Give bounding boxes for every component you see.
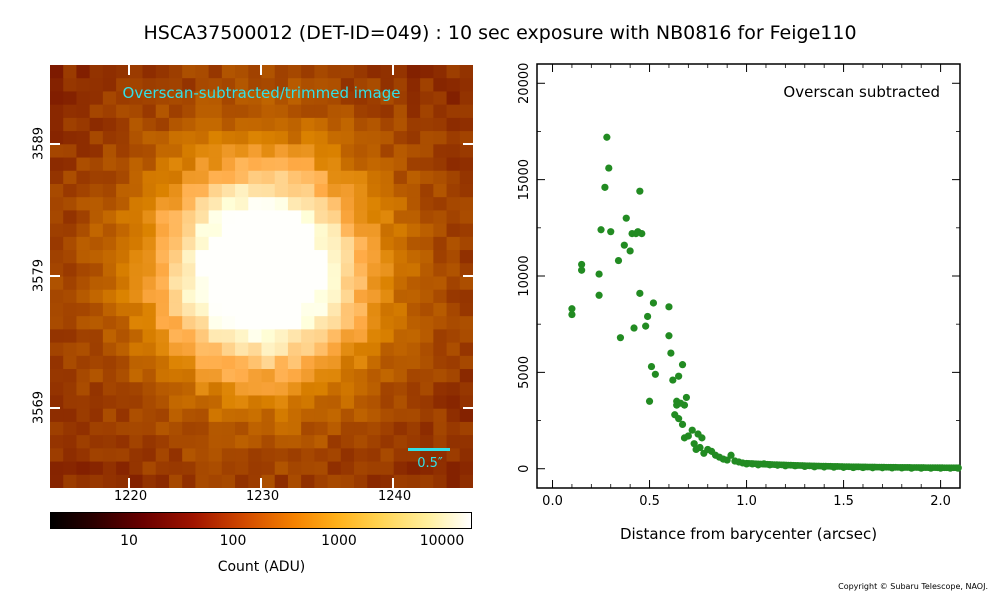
data-point — [678, 420, 687, 428]
data-point — [675, 415, 683, 423]
data-point — [665, 303, 673, 311]
data-point — [644, 312, 652, 321]
colorbar-tick-label: 100 — [219, 533, 247, 549]
data-point — [727, 451, 735, 459]
data-point — [568, 305, 576, 313]
x-tick-label: 0.0 — [542, 494, 563, 509]
data-point — [669, 376, 677, 384]
colorbar-tick-label: 10000 — [419, 533, 465, 549]
data-point — [642, 322, 650, 330]
x-tick-label: 1.5 — [833, 494, 854, 509]
data-point — [636, 187, 644, 195]
data-point — [649, 299, 658, 307]
colorbar-label: Count (ADU) — [217, 559, 306, 575]
x-tick-label: 0.5 — [639, 494, 660, 509]
copyright-notice: Copyright © Subaru Telescope, NAOJ. — [838, 582, 988, 591]
data-point — [603, 133, 611, 141]
scale-bar — [408, 448, 450, 451]
data-point — [667, 349, 675, 357]
image-x-tick-label: 1220 — [114, 489, 148, 504]
data-point — [647, 362, 656, 371]
data-point — [605, 164, 613, 172]
x-tick-label: 2.0 — [930, 494, 951, 509]
colorbar-tick-label: 1000 — [321, 533, 357, 549]
image-x-tick-label: 1230 — [246, 489, 280, 504]
y-tick-label: 20000 — [517, 63, 532, 104]
data-point — [698, 434, 706, 442]
data-point — [630, 324, 638, 332]
y-tick-label: 15000 — [517, 159, 532, 200]
y-tick-label: 0 — [517, 465, 532, 473]
data-point — [651, 370, 659, 378]
x-axis-label: Distance from barycenter (arcsec) — [619, 525, 878, 543]
data-point — [622, 214, 630, 222]
data-point — [665, 332, 673, 340]
colorbar-tick-label: 10 — [120, 533, 138, 549]
image-label: Overscan-subtracted/trimmed image — [122, 84, 401, 102]
image-x-tick-label: 1240 — [378, 489, 412, 504]
data-point — [601, 183, 609, 191]
data-point — [680, 401, 689, 409]
y-tick-label: 10000 — [517, 255, 532, 296]
x-tick-label: 1.0 — [736, 494, 757, 509]
scale-bar-label: 0.5″ — [417, 456, 443, 471]
data-point — [696, 443, 704, 452]
data-point — [690, 440, 698, 448]
page-title: HSCA37500012 (DET-ID=049) : 10 sec expos… — [143, 22, 857, 44]
data-point — [684, 432, 692, 440]
data-point — [595, 270, 603, 278]
data-point — [568, 310, 576, 319]
data-point — [636, 289, 644, 297]
data-point — [597, 226, 605, 234]
data-point — [578, 260, 586, 269]
data-point — [595, 291, 603, 299]
data-point — [607, 228, 615, 236]
star-image-panel: Overscan-subtracted/trimmed image 0.5″ — [50, 65, 473, 488]
data-point — [578, 266, 586, 274]
y-tick-label: 5000 — [517, 356, 532, 389]
data-point — [614, 256, 623, 265]
data-point — [675, 372, 683, 380]
data-point — [688, 426, 696, 434]
colorbar — [50, 512, 472, 529]
pixel-grid — [50, 65, 473, 488]
data-point — [616, 334, 625, 342]
data-point — [638, 230, 646, 238]
data-point — [626, 247, 634, 255]
chart-annotation: Overscan subtracted — [783, 83, 940, 101]
data-point — [682, 393, 691, 402]
data-point — [678, 361, 687, 369]
data-point — [955, 464, 962, 472]
data-point — [723, 456, 731, 464]
data-point — [645, 397, 654, 405]
data-point — [620, 241, 628, 249]
